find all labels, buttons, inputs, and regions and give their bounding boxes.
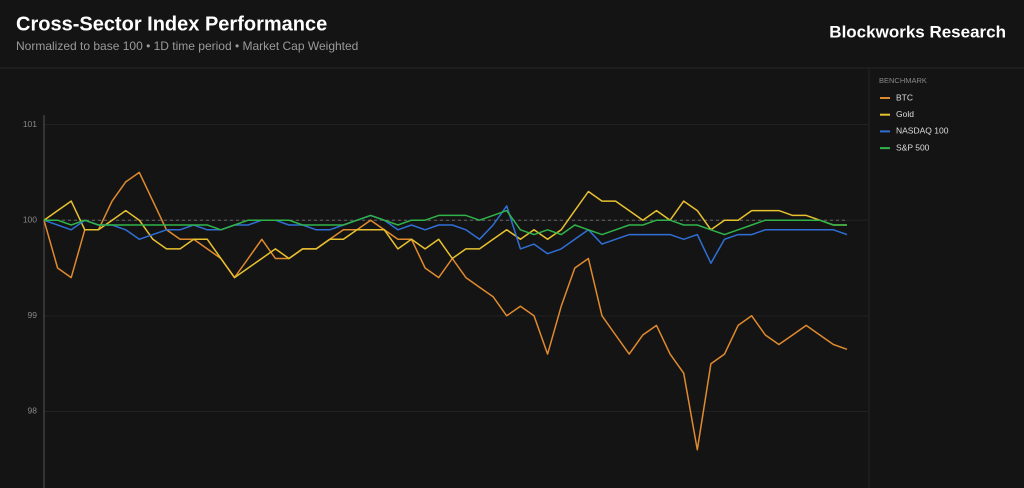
legend-label: NASDAQ 100: [896, 126, 949, 136]
y-tick-label: 101: [23, 119, 37, 129]
series-line: [44, 209, 847, 236]
y-tick-label: 98: [28, 406, 38, 416]
y-tick-label: 100: [23, 214, 37, 224]
chart-subtitle: Normalized to base 100 • 1D time period …: [16, 39, 358, 53]
legend-label: BTC: [896, 92, 913, 102]
legend-title: BENCHMARK: [879, 76, 927, 85]
series-line: [43, 171, 848, 451]
legend-label: Gold: [896, 109, 914, 119]
series-line: [43, 205, 848, 264]
brand: Blockworks Research: [829, 22, 1006, 41]
chart-title: Cross-Sector Index Performance: [16, 13, 327, 35]
legend-label: S&P 500: [896, 142, 930, 152]
y-tick-label: 99: [28, 310, 38, 320]
series-line: [43, 190, 847, 279]
